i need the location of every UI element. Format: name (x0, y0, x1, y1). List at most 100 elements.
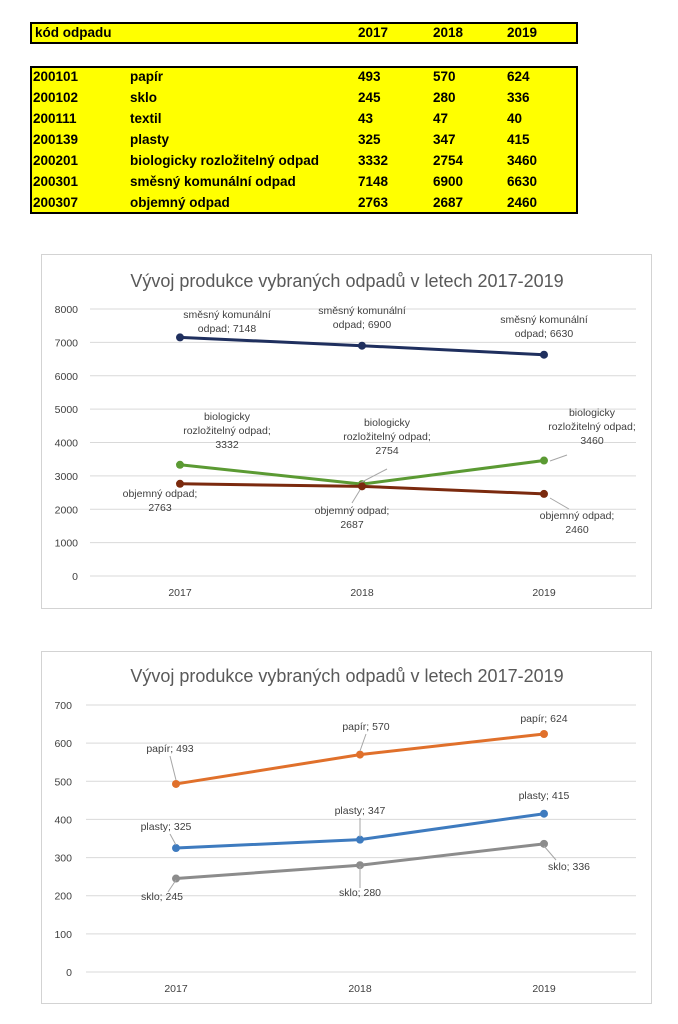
data-label: papír; 570 (342, 721, 389, 733)
row-2017: 245 (358, 90, 381, 105)
data-point (356, 750, 364, 759)
data-point (540, 729, 548, 738)
row-2017: 7148 (358, 174, 389, 189)
header-code: kód odpadu (35, 25, 112, 40)
label-leader-line (169, 755, 177, 781)
row-2018: 347 (433, 132, 456, 147)
label-leader-line (549, 454, 568, 462)
row-name: sklo (130, 90, 158, 105)
data-point (540, 839, 548, 848)
row-name: textil (130, 111, 162, 126)
y-tick-label: 8000 (55, 304, 79, 316)
row-code: 200111 (33, 111, 77, 126)
y-tick-label: 700 (54, 700, 72, 712)
data-label: sklo; 280 (339, 887, 381, 899)
data-point (356, 861, 364, 870)
data-point (176, 460, 184, 469)
chart-large-waste: Vývoj produkce vybraných odpadů v letech… (41, 254, 652, 609)
row-2017: 3332 (358, 153, 389, 168)
chart-small-waste-plot: Vývoj produkce vybraných odpadů v letech… (54, 666, 636, 995)
row-code: 200139 (33, 132, 79, 147)
x-tick-label: 2018 (348, 983, 372, 995)
x-tick-label: 2017 (164, 983, 188, 995)
y-tick-label: 200 (54, 891, 72, 903)
row-2017: 43 (358, 111, 374, 126)
data-label: směsný komunální odpad; 7148 (183, 309, 271, 335)
data-label: objemný odpad; 2687 (315, 505, 390, 531)
data-point (540, 350, 548, 359)
data-label: plasty; 415 (519, 790, 570, 802)
data-point (540, 809, 548, 818)
y-tick-label: 2000 (55, 504, 79, 516)
row-code: 200102 (33, 90, 79, 105)
row-2017: 493 (358, 69, 381, 84)
x-tick-label: 2017 (168, 587, 192, 599)
y-tick-label: 3000 (55, 471, 79, 483)
row-2019: 624 (507, 69, 530, 84)
label-leader-line (351, 489, 361, 504)
row-2018: 570 (433, 69, 456, 84)
row-code: 200101 (33, 69, 79, 84)
data-point (540, 456, 548, 465)
row-2018: 6900 (433, 174, 464, 189)
y-tick-label: 0 (72, 571, 78, 583)
x-tick-label: 2018 (350, 587, 374, 599)
chart-title: Vývoj produkce vybraných odpadů v letech… (130, 666, 563, 686)
header-2018: 2018 (433, 25, 464, 40)
data-label: směsný komunální odpad; 6630 (500, 314, 588, 340)
x-tick-label: 2019 (532, 983, 556, 995)
y-tick-label: 400 (54, 814, 72, 826)
series-line (175, 732, 545, 786)
chart-small-waste: Vývoj produkce vybraných odpadů v letech… (41, 651, 652, 1004)
row-2019: 2460 (507, 195, 538, 210)
data-point (356, 835, 364, 844)
row-2019: 336 (507, 90, 530, 105)
row-2018: 47 (433, 111, 449, 126)
chart-title: Vývoj produkce vybraných odpadů v letech… (130, 271, 563, 291)
row-2019: 3460 (507, 153, 538, 168)
y-tick-label: 7000 (55, 337, 79, 349)
label-leader-line (169, 833, 177, 846)
data-point (358, 341, 366, 350)
y-tick-label: 600 (54, 738, 72, 750)
data-label: papír; 624 (520, 713, 567, 725)
data-label: biologicky rozložitelný odpad; 3460 (548, 407, 636, 447)
data-point (540, 489, 548, 498)
y-tick-label: 5000 (55, 404, 79, 416)
data-label: papír; 493 (146, 743, 193, 755)
label-leader-line (167, 879, 177, 893)
waste-data-table: 200101 papír 493 570 624 200102 sklo 245… (30, 66, 578, 214)
y-tick-label: 100 (54, 929, 72, 941)
y-tick-label: 4000 (55, 438, 79, 450)
y-tick-label: 1000 (55, 538, 79, 550)
row-2019: 415 (507, 132, 530, 147)
data-label: sklo; 245 (141, 891, 183, 903)
row-code: 200301 (33, 174, 79, 189)
data-label: biologicky rozložitelný odpad; 3332 (183, 411, 271, 451)
data-point (358, 482, 366, 491)
y-tick-label: 6000 (55, 371, 79, 383)
data-label: biologicky rozložitelný odpad; 2754 (343, 417, 431, 457)
label-leader-line (359, 468, 388, 484)
data-label: směsný komunální odpad; 6900 (318, 305, 406, 331)
y-tick-label: 300 (54, 853, 72, 865)
header-2019: 2019 (507, 25, 538, 40)
data-point (176, 333, 184, 342)
label-leader-line (543, 845, 557, 861)
data-label: objemný odpad; 2460 (540, 510, 615, 536)
row-name: objemný odpad (130, 195, 230, 210)
row-code: 200201 (33, 153, 79, 168)
data-label: sklo; 336 (548, 861, 590, 873)
row-2017: 2763 (358, 195, 389, 210)
row-2018: 280 (433, 90, 456, 105)
data-label: plasty; 325 (141, 821, 192, 833)
label-leader-line (549, 497, 570, 510)
label-leader-line (359, 733, 367, 752)
data-point (176, 479, 184, 488)
row-name: papír (130, 69, 164, 84)
data-point (172, 874, 180, 883)
row-2019: 40 (507, 111, 523, 126)
data-label: objemný odpad; 2763 (123, 488, 198, 514)
data-point (172, 779, 180, 788)
row-2018: 2687 (433, 195, 464, 210)
